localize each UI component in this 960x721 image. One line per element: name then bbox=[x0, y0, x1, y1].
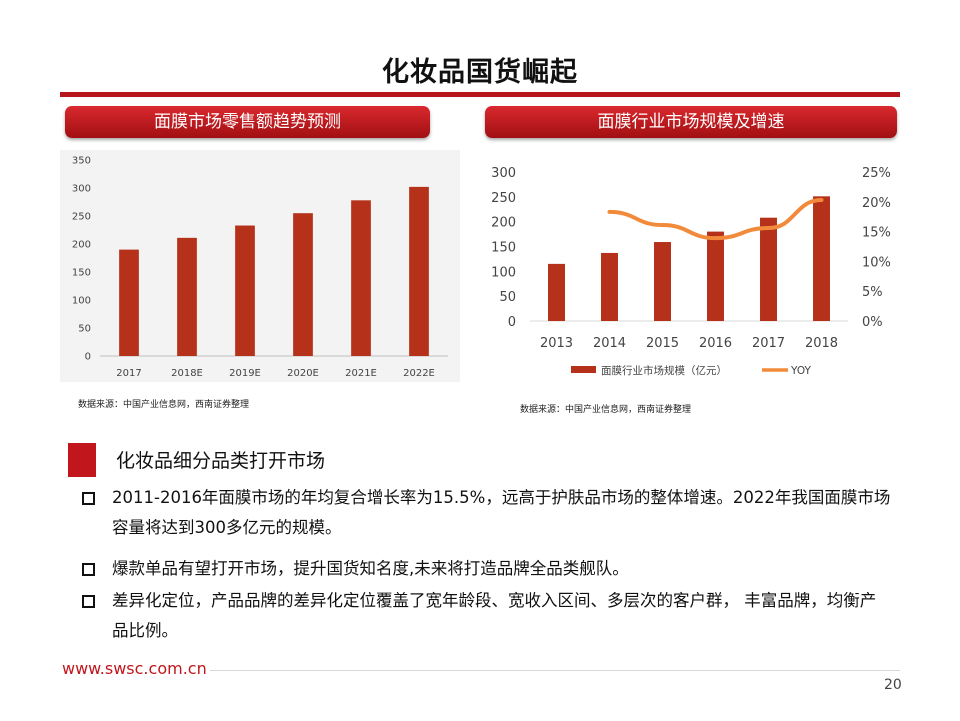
y-left-tick-label: 0 bbox=[508, 315, 516, 330]
bar bbox=[760, 217, 777, 321]
y-right-tick-label: 20% bbox=[862, 196, 891, 211]
y-right-tick-label: 25% bbox=[862, 166, 891, 181]
bullet-text: 差异化定位，产品品牌的差异化定位覆盖了宽年龄段、宽收入区间、多层次的客户群， 丰… bbox=[112, 591, 877, 640]
legend-bar-label: 面膜行业市场规模（亿元） bbox=[601, 364, 727, 377]
y-left-tick-label: 250 bbox=[491, 191, 516, 206]
y-right-tick-label: 5% bbox=[862, 285, 883, 300]
x-tick-label: 2014 bbox=[593, 336, 626, 351]
bullet-text: 2011-2016年面膜市场的年均复合增长率为15.5%，远高于护肤品市场的整体… bbox=[112, 488, 891, 537]
bar bbox=[813, 196, 830, 321]
y-left-tick-label: 100 bbox=[491, 265, 516, 280]
checkbox-bullet-icon bbox=[82, 492, 95, 505]
bar bbox=[654, 242, 671, 321]
x-tick-label: 2018 bbox=[805, 336, 838, 351]
y-right-tick-label: 15% bbox=[862, 226, 891, 241]
right-chart-heading: 面膜行业市场规模及增速 bbox=[485, 106, 897, 138]
x-tick-label: 2013 bbox=[540, 336, 573, 351]
bullet-text: 爆款单品有望打开市场，提升国货知名度,未来将打造品牌全品类舰队。 bbox=[112, 559, 629, 578]
checkbox-bullet-icon bbox=[82, 595, 95, 608]
x-tick-label: 2016 bbox=[699, 336, 732, 351]
y-left-tick-label: 300 bbox=[491, 166, 516, 181]
right-chart-source: 数据来源：中国产业信息网，西南证券整理 bbox=[520, 405, 692, 415]
section-marker bbox=[68, 443, 96, 477]
footer-divider bbox=[210, 670, 900, 671]
y-right-tick-label: 10% bbox=[862, 255, 891, 270]
yoy-line bbox=[607, 198, 824, 241]
bar bbox=[601, 252, 618, 321]
page-title: 化妆品国货崛起 bbox=[382, 57, 578, 88]
x-tick-label: 2017 bbox=[752, 336, 785, 351]
left-chart-background bbox=[60, 150, 460, 382]
title-divider bbox=[60, 92, 900, 97]
y-left-tick-label: 50 bbox=[499, 290, 516, 305]
x-tick-label: 2015 bbox=[646, 336, 679, 351]
bar bbox=[548, 263, 565, 321]
left-chart-source: 数据来源：中国产业信息网，西南证券整理 bbox=[78, 400, 250, 410]
legend-bar-swatch bbox=[571, 366, 596, 373]
left-chart-heading: 面膜市场零售额趋势预测 bbox=[65, 106, 430, 138]
y-left-tick-label: 150 bbox=[491, 241, 516, 256]
page-number: 20 bbox=[884, 677, 902, 693]
footer-url[interactable]: www.swsc.com.cn bbox=[62, 659, 207, 678]
y-left-tick-label: 200 bbox=[491, 216, 516, 231]
legend-line-label: YOY bbox=[790, 365, 812, 377]
checkbox-bullet-icon bbox=[82, 563, 95, 576]
y-right-tick-label: 0% bbox=[862, 315, 883, 330]
bar bbox=[707, 231, 724, 321]
section-title: 化妆品细分品类打开市场 bbox=[116, 450, 326, 472]
